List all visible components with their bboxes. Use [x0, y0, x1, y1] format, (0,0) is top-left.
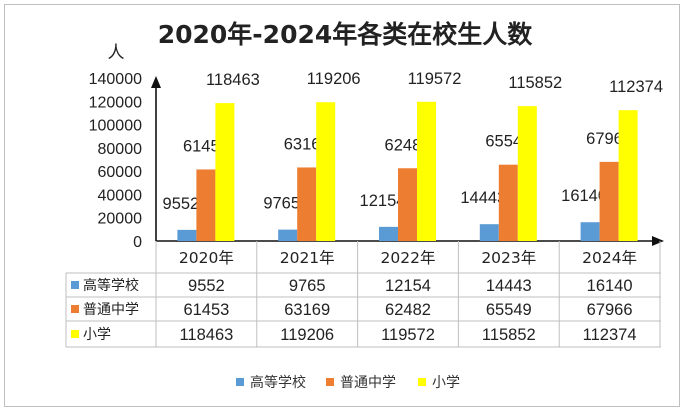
- table-cell: 9552: [188, 277, 225, 295]
- y-tick-label: 100000: [89, 118, 142, 135]
- y-tick-label: 40000: [98, 187, 143, 204]
- bar-高等学校: [479, 224, 499, 241]
- category-label: 2023年: [481, 249, 536, 267]
- legend-label: 高等学校: [250, 374, 306, 391]
- table-cell: 61453: [183, 301, 229, 319]
- bar-小学: [417, 101, 436, 241]
- bar-高等学校: [278, 229, 298, 241]
- bar-普通中学: [398, 168, 417, 241]
- bar-小学: [215, 103, 235, 241]
- table-cell: 63169: [284, 301, 330, 319]
- table-legend-key: [71, 281, 79, 289]
- table-cell: 62482: [385, 301, 431, 319]
- y-axis-arrow: [151, 76, 161, 88]
- chart-frame: [4, 4, 680, 407]
- table-cell: 112374: [583, 326, 637, 344]
- table-cell: 12154: [385, 277, 431, 295]
- y-tick-label: 120000: [89, 94, 142, 111]
- table-legend-key: [71, 305, 79, 313]
- legend-label: 小学: [432, 375, 460, 391]
- data-label: 12154: [360, 192, 406, 210]
- y-tick-label: 20000: [98, 211, 143, 228]
- bar-小学: [517, 106, 537, 241]
- y-tick-label: 80000: [98, 141, 143, 158]
- table-legend-key: [71, 330, 79, 338]
- bar-普通中学: [599, 161, 619, 241]
- table-row-label: 普通中学: [83, 302, 139, 318]
- bar-高等学校: [379, 226, 398, 241]
- data-label: 16140: [561, 187, 607, 205]
- data-label: 112374: [609, 78, 663, 96]
- data-label: 119206: [307, 70, 361, 88]
- table-cell: 67966: [587, 301, 633, 319]
- data-label: 118463: [206, 71, 260, 89]
- table-cell: 9765: [289, 277, 326, 295]
- table-cell: 14443: [486, 277, 532, 295]
- y-axis-unit: 人: [108, 43, 125, 63]
- table-row-label: 小学: [83, 327, 111, 343]
- legend-key: [326, 378, 334, 386]
- category-label: 2024年: [582, 249, 637, 267]
- bar-普通中学: [498, 164, 518, 241]
- table-cell: 118463: [179, 326, 233, 344]
- chart-title: 2020年-2024年各类在校生人数: [158, 20, 534, 49]
- y-tick-label: 60000: [98, 164, 143, 181]
- data-label: 14443: [460, 189, 506, 207]
- bar-高等学校: [177, 229, 197, 241]
- bar-小学: [316, 102, 336, 241]
- bar-普通中学: [297, 167, 317, 241]
- legend-key: [236, 378, 244, 386]
- category-label: 2022年: [381, 249, 436, 267]
- legend-label: 普通中学: [340, 375, 396, 391]
- table-cell: 16140: [587, 277, 633, 295]
- data-label: 9552: [163, 195, 200, 213]
- table-cell: 119206: [280, 326, 334, 344]
- bar-高等学校: [580, 222, 600, 241]
- data-label: 119572: [408, 70, 462, 88]
- data-label: 115852: [508, 74, 562, 92]
- bar-普通中学: [196, 169, 216, 241]
- table-cell: 65549: [486, 301, 532, 319]
- legend-key: [418, 378, 426, 386]
- table-cell: 115852: [482, 326, 536, 344]
- y-tick-label: 140000: [89, 71, 142, 88]
- table-row-label: 高等学校: [83, 277, 139, 294]
- x-axis-arrow: [652, 236, 664, 246]
- bar-小学: [618, 110, 638, 242]
- category-label: 2020年: [179, 249, 234, 267]
- y-tick-label: 0: [133, 234, 142, 251]
- category-label: 2021年: [280, 249, 335, 267]
- table-cell: 119572: [381, 326, 435, 344]
- data-label: 9765: [263, 195, 300, 213]
